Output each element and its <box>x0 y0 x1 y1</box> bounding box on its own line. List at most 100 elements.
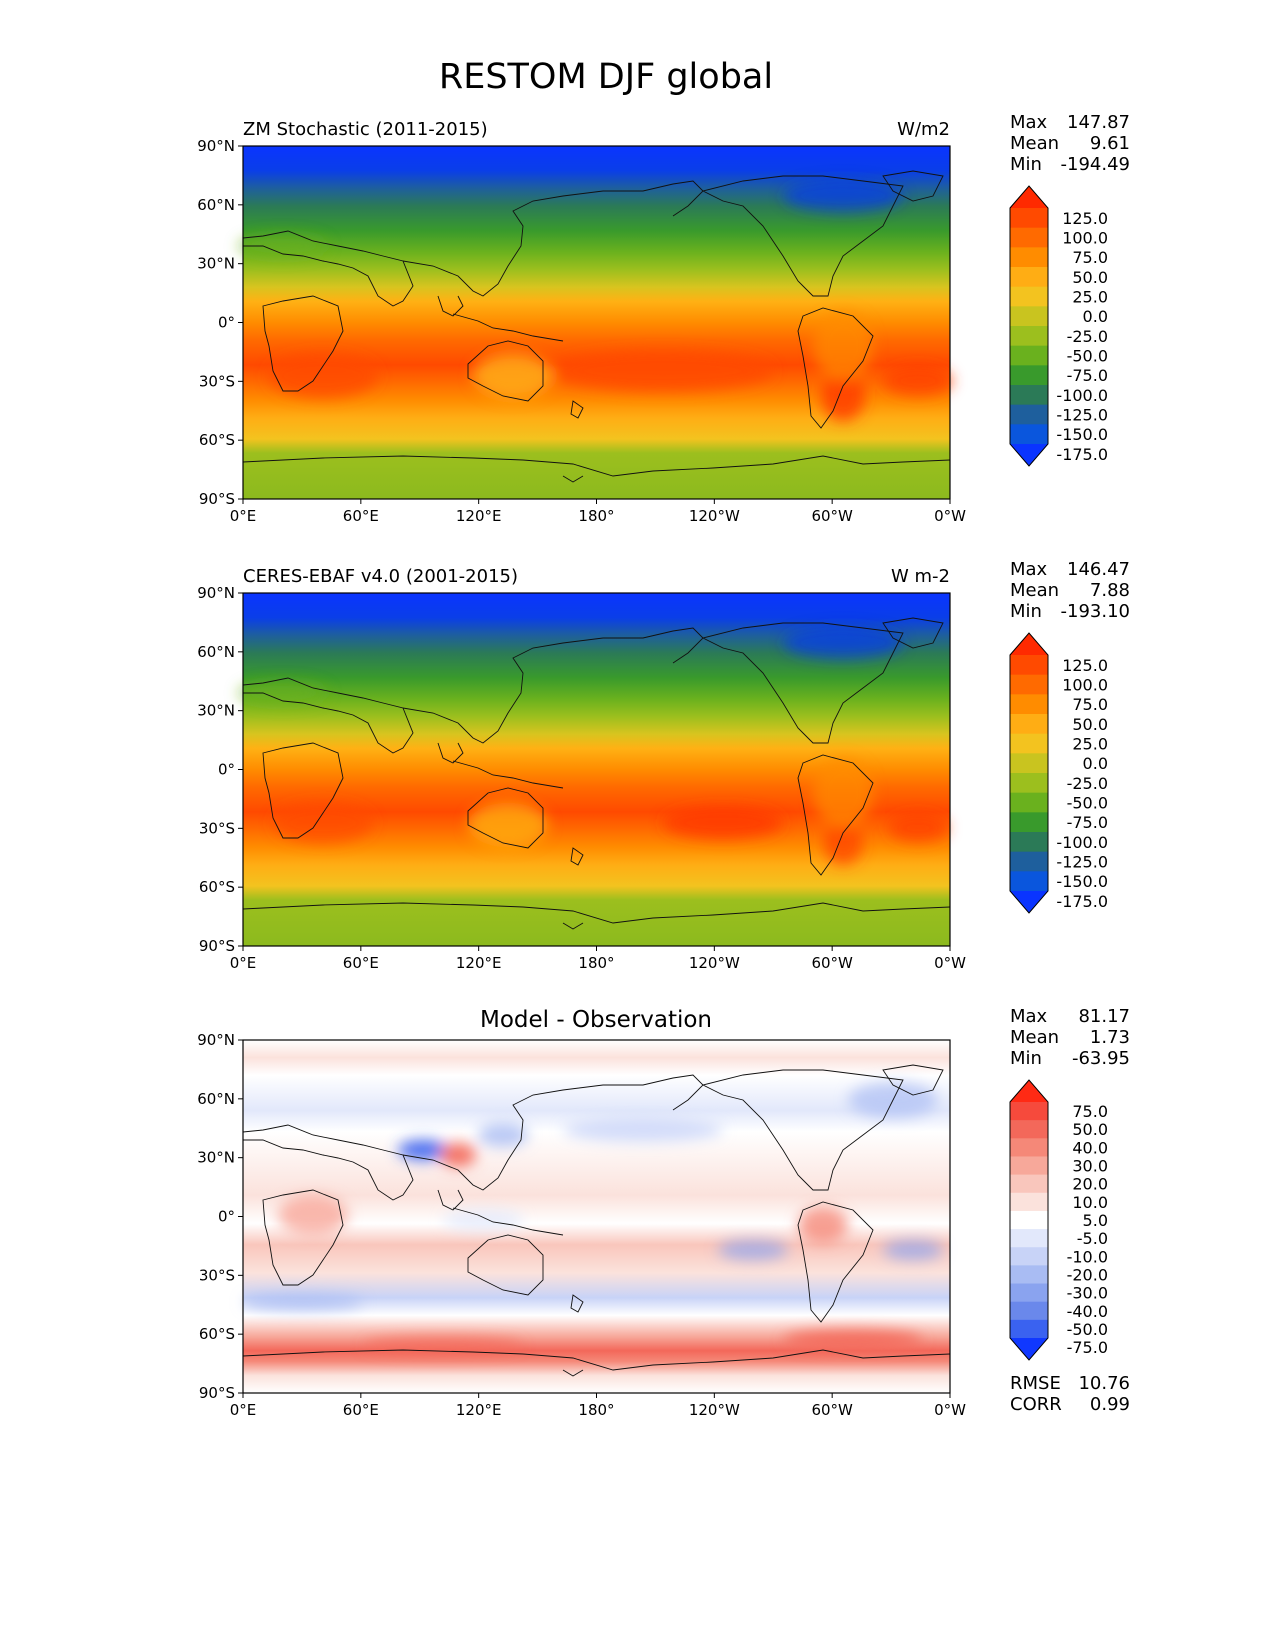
lon-tick-label: 0°W <box>934 954 966 972</box>
colorbar-segment <box>1010 1319 1048 1339</box>
stat-value: 7.88 <box>1090 580 1130 601</box>
colorbar-segment <box>1010 286 1048 307</box>
colorbar-segment <box>1010 1210 1048 1230</box>
colorbar-segment <box>1010 792 1048 813</box>
stat-label: Min <box>1010 601 1042 622</box>
error-stat-label: CORR <box>1010 1394 1062 1415</box>
lat-axis: 90°N 60°N 30°N 0° 30°S 60°S 90°S <box>197 1031 243 1402</box>
colorbar-tick-label: 125.0 <box>1062 656 1108 675</box>
lon-tick-label: 60°E <box>343 507 379 525</box>
colorbar-segment <box>1010 404 1048 425</box>
lat-tick-label: 0° <box>218 1208 235 1226</box>
colorbar-segment <box>1010 655 1048 676</box>
stat-value: 1.73 <box>1090 1027 1130 1048</box>
lat-tick-label: 90°N <box>197 1031 235 1049</box>
panel-units: W/m2 <box>897 119 950 140</box>
colorbar-tick-label: 50.0 <box>1072 1120 1108 1139</box>
lon-tick-label: 180° <box>578 954 614 972</box>
map-field <box>242 1039 951 1394</box>
lat-axis: 90°N 60°N 30°N 0° 30°S 60°S 90°S <box>197 584 243 955</box>
colorbar-segment <box>1010 247 1048 268</box>
panel-left-title: CERES-EBAF v4.0 (2001-2015) <box>243 566 518 587</box>
colorbar-segment <box>1010 1265 1048 1285</box>
colorbar-tick-label: -150.0 <box>1056 425 1108 444</box>
lon-tick-label: 60°W <box>811 1401 853 1419</box>
lon-tick-label: 180° <box>578 507 614 525</box>
colorbar-segment <box>1010 1247 1048 1266</box>
panel-left-title: ZM Stochastic (2011-2015) <box>243 119 488 140</box>
stat-label: Mean <box>1010 580 1059 601</box>
lat-tick-label: 0° <box>218 761 235 779</box>
colorbar-segment <box>1010 306 1048 327</box>
lon-tick-label: 120°W <box>689 954 740 972</box>
panel-diff: Model - Observation 90°N 60°N 30°N 0° <box>197 1006 1130 1419</box>
lon-axis: 0°E 60°E 120°E 180° 120°W 60°W 0°W <box>230 499 966 525</box>
colorbar-tick-label: -20.0 <box>1067 1265 1108 1284</box>
colorbar-segment <box>1010 773 1048 794</box>
colorbar-tick-label: -75.0 <box>1067 813 1108 832</box>
lon-tick-label: 0°E <box>230 1401 257 1419</box>
stat-label: Max <box>1010 559 1048 580</box>
lon-tick-label: 60°W <box>811 954 853 972</box>
colorbar-extend-max <box>1010 633 1048 655</box>
colorbar-tick-label: 10.0 <box>1072 1193 1108 1212</box>
colorbar-segment <box>1010 227 1048 248</box>
colorbar-tick-label: 50.0 <box>1072 715 1108 734</box>
lat-tick-label: 60°N <box>197 196 235 214</box>
stat-value: 9.61 <box>1090 133 1130 154</box>
colorbar-tick-label: -100.0 <box>1056 386 1108 405</box>
lat-tick-label: 90°S <box>199 937 235 955</box>
colorbar-extend-max <box>1010 186 1048 208</box>
colorbar-extend-max <box>1010 1080 1048 1102</box>
colorbar-segment <box>1010 365 1048 386</box>
stat-value: -63.95 <box>1072 1048 1130 1069</box>
colorbar-tick-label: 30.0 <box>1072 1157 1108 1176</box>
colorbar-tick-label: -50.0 <box>1067 1320 1108 1339</box>
map-field <box>238 145 953 500</box>
colorbar-segment <box>1010 714 1048 735</box>
panel-units: W m-2 <box>891 566 950 587</box>
colorbar-tick-label: -175.0 <box>1056 445 1108 464</box>
lon-tick-label: 0°W <box>934 1401 966 1419</box>
colorbar-tick-label: 20.0 <box>1072 1175 1108 1194</box>
colorbar: 75.050.040.030.020.010.05.0-5.0-10.0-20.… <box>1009 1079 1108 1361</box>
colorbar-segment <box>1010 832 1048 853</box>
colorbar-tick-label: -100.0 <box>1056 833 1108 852</box>
colorbar-tick-label: -50.0 <box>1067 347 1108 366</box>
colorbar-segment <box>1010 267 1048 288</box>
lat-tick-label: 30°N <box>197 1149 235 1167</box>
colorbar-tick-label: 25.0 <box>1072 288 1108 307</box>
lat-tick-label: 30°N <box>197 255 235 273</box>
colorbar-tick-label: 50.0 <box>1072 268 1108 287</box>
error-stat-label: RMSE <box>1010 1373 1061 1394</box>
colorbar-segment <box>1010 1138 1048 1158</box>
colorbar-outline <box>1009 185 1049 467</box>
lat-tick-label: 90°S <box>199 490 235 508</box>
panel-model: ZM Stochastic (2011-2015) W/m2 90°N 60°N 3… <box>197 112 1130 525</box>
colorbar-tick-label: 75.0 <box>1072 695 1108 714</box>
lat-axis: 90°N 60°N 30°N 0° 30°S 60°S 90°S <box>197 137 243 508</box>
colorbar-tick-label: -25.0 <box>1067 327 1108 346</box>
lon-tick-label: 60°E <box>343 1401 379 1419</box>
lon-tick-label: 120°E <box>456 1401 502 1419</box>
lon-tick-label: 120°E <box>456 954 502 972</box>
lon-tick-label: 120°W <box>689 507 740 525</box>
lon-tick-label: 60°E <box>343 954 379 972</box>
colorbar-outline <box>1009 632 1049 914</box>
stats-block: Max 81.17 Mean 1.73 Min -63.95 <box>1010 1006 1130 1069</box>
colorbar-tick-label: 0.0 <box>1083 307 1108 326</box>
colorbar-segment <box>1010 674 1048 695</box>
stat-label: Mean <box>1010 1027 1059 1048</box>
lat-tick-label: 90°S <box>199 1384 235 1402</box>
colorbar-segment <box>1010 1301 1048 1321</box>
colorbar-segment <box>1010 1174 1048 1194</box>
lat-tick-label: 90°N <box>197 137 235 155</box>
colorbar-tick-label: 125.0 <box>1062 209 1108 228</box>
stat-value: 147.87 <box>1067 112 1130 133</box>
lat-tick-label: 60°N <box>197 643 235 661</box>
colorbar-extend-min <box>1010 1338 1048 1360</box>
colorbar-segment <box>1010 208 1048 229</box>
lat-tick-label: 30°S <box>199 1266 235 1284</box>
lat-tick-label: 0° <box>218 314 235 332</box>
